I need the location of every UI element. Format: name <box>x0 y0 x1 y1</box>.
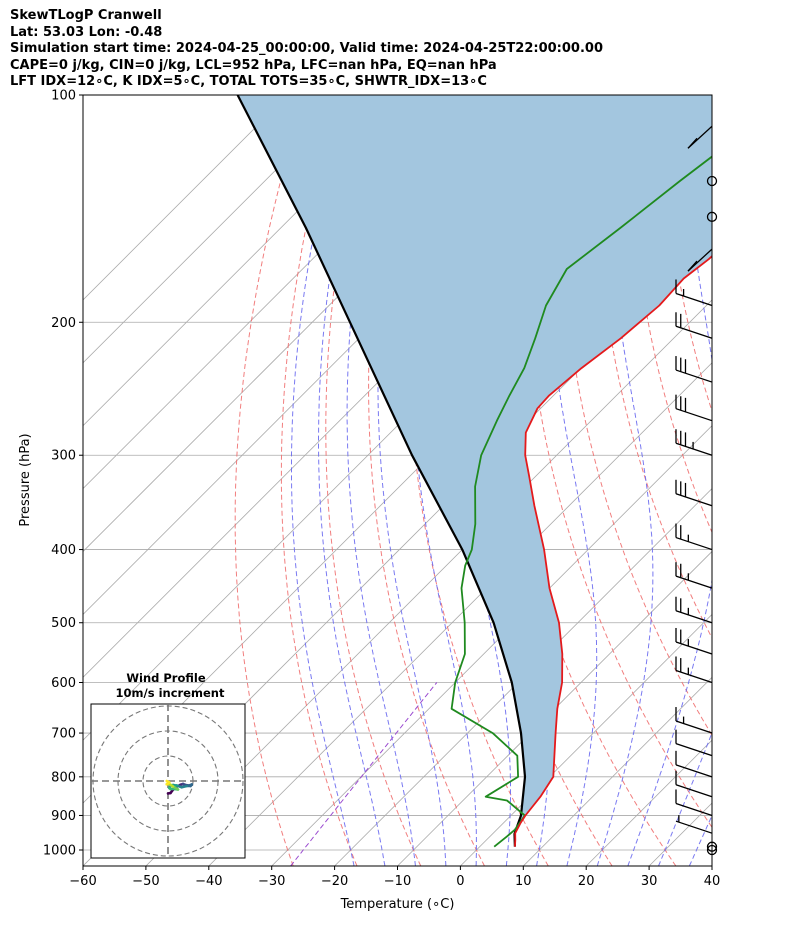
x-tick-label: −10 <box>384 874 411 889</box>
y-tick-label: 700 <box>51 727 76 742</box>
x-tick-label: 20 <box>578 874 595 889</box>
moist-adiabat-line <box>627 95 712 866</box>
dewpoint-line <box>450 155 712 848</box>
wind-barb <box>675 707 713 734</box>
parcel-profile-line <box>236 95 527 847</box>
hodograph-inset <box>90 703 246 859</box>
wind-barb <box>687 248 713 272</box>
isotherm-line <box>271 425 712 866</box>
hodograph-subtitle: 10m/s increment <box>116 686 225 700</box>
y-tick-label: 500 <box>51 616 76 631</box>
dry-adiabat-line <box>234 95 306 866</box>
wind-barb <box>675 656 713 684</box>
y-tick-label: 100 <box>51 89 76 104</box>
dry-adiabat-line <box>761 95 794 866</box>
temperature-line <box>514 255 712 847</box>
x-tick-label: −60 <box>69 874 96 889</box>
dry-adiabat-line <box>728 95 794 866</box>
wind-barb <box>687 125 713 149</box>
isotherm-line <box>711 865 712 866</box>
y-tick-label: 400 <box>51 543 76 558</box>
y-axis-label: Pressure (hPa) <box>18 433 33 526</box>
x-tick-label: 40 <box>704 874 721 889</box>
wind-barb <box>675 394 713 422</box>
wind-barb <box>675 789 713 817</box>
wind-barb <box>675 479 713 507</box>
wind-barb <box>675 562 713 589</box>
moist-adiabat-line <box>318 95 386 866</box>
y-tick-label: 1000 <box>43 844 76 859</box>
moist-adiabat-line <box>291 95 355 866</box>
moist-adiabat-line <box>377 95 447 866</box>
wind-barb <box>675 279 713 307</box>
wind-barb <box>675 770 713 798</box>
wind-barb <box>675 815 713 834</box>
simulation-time-info: Simulation start time: 2024-04-25_00:00:… <box>10 41 603 57</box>
x-tick-label: −30 <box>258 874 285 889</box>
isotherm-line <box>83 95 289 301</box>
isotherm-line <box>145 299 712 866</box>
dry-adiabat-line <box>662 95 712 413</box>
wind-barb <box>675 627 713 655</box>
chart-header: SkewTLogP Cranwell Lat: 53.03 Lon: -0.48… <box>10 8 780 91</box>
moist-adiabat-line <box>596 95 654 866</box>
x-tick-label: 30 <box>641 874 658 889</box>
wind-barb <box>675 429 713 456</box>
dry-adiabat-line <box>280 95 358 866</box>
cin-shaded-area <box>237 95 712 847</box>
profile-lines-layer <box>236 95 712 848</box>
x-tick-label: −20 <box>321 874 348 889</box>
wind-barb <box>675 312 713 339</box>
dry-adiabat-line <box>560 95 712 737</box>
wind-barb <box>675 596 713 624</box>
stability-info: CAPE=0 j/kg, CIN=0 j/kg, LCL=952 hPa, LF… <box>10 57 497 73</box>
y-tick-label: 800 <box>51 770 76 785</box>
isotherm-line <box>523 676 712 866</box>
x-axis-label: Temperature (∘C) <box>340 897 455 912</box>
moist-adiabat-line <box>545 95 598 866</box>
isotherm-line <box>83 95 414 427</box>
moist-adiabat-line <box>346 95 416 866</box>
y-tick-label: 200 <box>51 316 76 331</box>
y-tick-label: 300 <box>51 449 76 464</box>
y-tick-label: 600 <box>51 676 76 691</box>
hodograph-title: Wind Profile <box>126 671 206 685</box>
dry-adiabat-line <box>368 95 485 866</box>
isotherm-line <box>83 95 352 364</box>
mixing-ratio-line <box>290 682 438 866</box>
chart-title: SkewTLogP Cranwell <box>10 8 162 23</box>
isotherm-line <box>334 488 712 866</box>
dry-adiabat-line <box>325 95 422 866</box>
x-tick-label: 10 <box>515 874 532 889</box>
isotherm-line <box>460 613 712 866</box>
hodograph-segment <box>165 779 171 784</box>
x-tick-label: −40 <box>195 874 222 889</box>
dry-adiabat-line <box>595 95 712 640</box>
axes-layer: −60 −50 −40 −30 −20 −10 0 10 20 30 40 1000 900 800 700… <box>43 89 720 890</box>
wind-barb <box>675 523 713 551</box>
wind-barb <box>675 356 713 383</box>
moist-adiabat-line <box>658 731 712 866</box>
wind-barb <box>675 729 713 757</box>
moist-adiabat-line <box>720 95 794 866</box>
cape-cin-fill-layer <box>237 95 712 847</box>
wind-barb <box>675 750 713 778</box>
isotherm-line <box>208 362 712 866</box>
wind-barbs-layer <box>675 125 718 856</box>
index-info: LFT IDX=12∘C, K IDX=5∘C, TOTAL TOTS=35∘C… <box>10 74 487 90</box>
x-tick-label: 0 <box>456 874 464 889</box>
location-info: Lat: 53.03 Lon: -0.48 <box>10 24 163 40</box>
y-tick-label: 900 <box>51 809 76 824</box>
x-tick-label: −50 <box>132 874 159 889</box>
